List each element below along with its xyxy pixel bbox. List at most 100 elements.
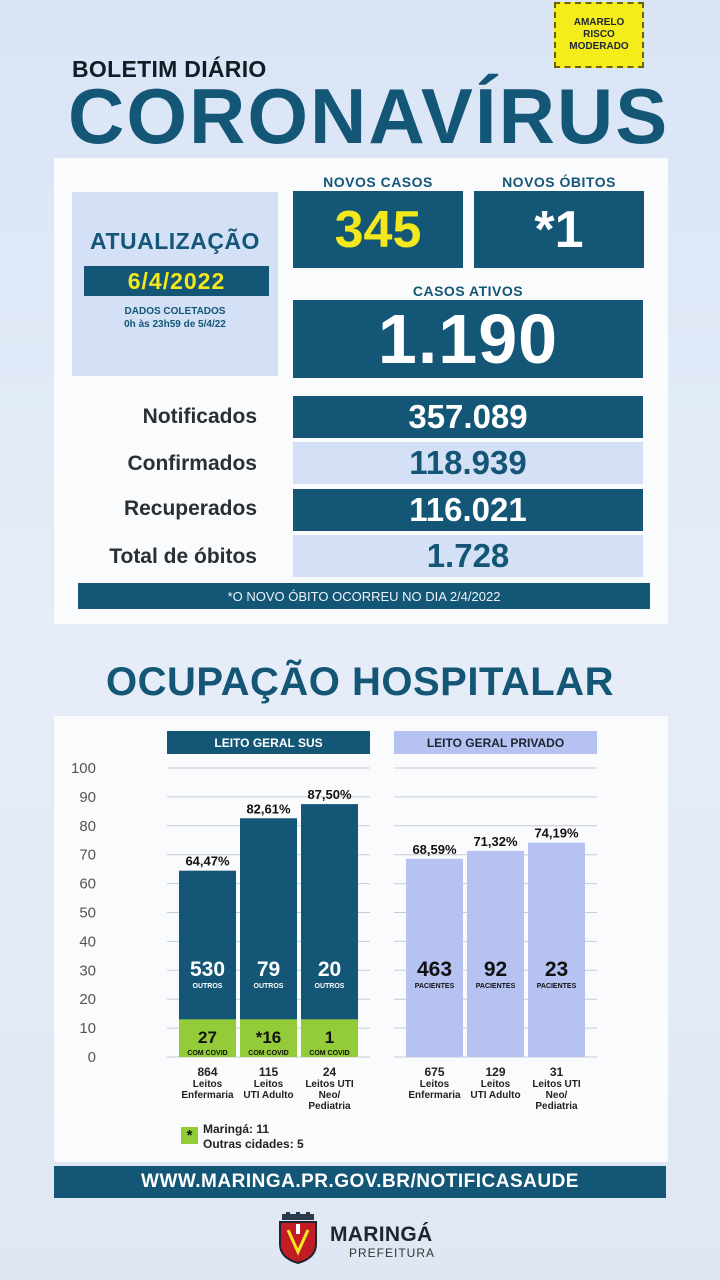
bar-patients-value: 23 (545, 958, 568, 981)
bar-percent-label: 64,47% (185, 854, 230, 869)
update-date: 6/4/2022 (84, 266, 269, 296)
active-cases-label: CASOS ATIVOS (412, 283, 524, 299)
stat-value-recovered: 116.021 (293, 489, 643, 531)
bar-beds-count: 864 (197, 1065, 217, 1079)
bar-covid-caption: COM COVID (248, 1050, 288, 1057)
city-logo-name: MARINGÁ (330, 1223, 433, 1246)
bar-percent-label: 74,19% (534, 826, 579, 841)
risk-level-badge: AMARELO RISCO MODERADO (554, 2, 644, 68)
risk-line-3: MODERADO (569, 41, 629, 52)
bar-percent-label: 71,32% (473, 834, 518, 849)
y-tick-label: 50 (79, 905, 96, 922)
bar-percent-label: 82,61% (246, 801, 291, 816)
bar-category-line1: Leitos UTI (305, 1079, 354, 1090)
bar-category-line1: Leitos (420, 1079, 450, 1090)
bar-others (240, 818, 297, 1020)
stat-label-confirmed: Confirmados (127, 452, 257, 475)
y-tick-label: 90 (79, 789, 96, 806)
bar-category-line2: Neo/ (319, 1090, 341, 1101)
death-footnote: *O NOVO ÓBITO OCORREU NO DIA 2/4/2022 (78, 583, 650, 609)
bar-beds-count: 24 (323, 1065, 337, 1079)
stat-value-total-deaths: 1.728 (293, 535, 643, 577)
bar-beds-count: 675 (424, 1065, 444, 1079)
bar-covid (240, 1019, 297, 1057)
bar-others-value: 79 (257, 958, 280, 981)
notification-url[interactable]: WWW.MARINGA.PR.GOV.BR/NOTIFICASAUDE (54, 1166, 666, 1198)
bar-category-line2: UTI Adulto (470, 1090, 520, 1101)
bar-patients-value: 463 (417, 958, 452, 981)
y-tick-label: 100 (71, 760, 96, 777)
bar-category-line3: Pediatria (308, 1101, 351, 1112)
y-tick-label: 0 (88, 1049, 96, 1066)
collected-line-1: DADOS COLETADOS (124, 306, 226, 317)
y-tick-label: 80 (79, 818, 96, 835)
bar-category-line2: Enfermaria (181, 1090, 234, 1101)
bar-category-line1: Leitos UTI (532, 1079, 581, 1090)
bar-category-line2: Enfermaria (408, 1090, 461, 1101)
bar-covid-caption: COM COVID (187, 1050, 227, 1057)
bar-others-caption: OUTROS (254, 983, 284, 990)
active-cases-value: 1.190 (293, 300, 643, 378)
bar-covid-value: *16 (256, 1028, 282, 1047)
bar-beds-count: 115 (259, 1065, 279, 1079)
bar-others-value: 20 (318, 958, 341, 981)
bar-covid-caption: COM COVID (309, 1050, 349, 1057)
asterisk-legend-icon: * (181, 1127, 198, 1144)
bar-covid (179, 1019, 236, 1057)
bar-covid (301, 1019, 358, 1057)
bar-covid-value: 1 (325, 1028, 334, 1047)
collected-line-2: 0h às 23h59 de 5/4/22 (124, 319, 226, 330)
y-tick-label: 30 (79, 962, 96, 979)
bar-beds-count: 31 (550, 1065, 564, 1079)
bar-private (467, 850, 524, 1057)
new-deaths-label: NOVOS ÓBITOS (502, 174, 616, 190)
bar-patients-value: 92 (484, 958, 507, 981)
bar-patients-caption: PACIENTES (415, 983, 455, 990)
bar-category-line1: Leitos (481, 1079, 511, 1090)
page-title: CORONAVÍRUS (68, 72, 670, 160)
bar-category-line2: Neo/ (546, 1090, 568, 1101)
y-tick-label: 10 (79, 1020, 96, 1037)
bar-private (528, 842, 585, 1057)
covid-origin-legend: Maringá: 11 Outras cidades: 5 (203, 1122, 304, 1152)
bar-category-line1: Leitos (254, 1079, 284, 1090)
y-tick-label: 40 (79, 933, 96, 950)
new-cases-value: 345 (293, 191, 463, 268)
data-collected-note: DADOS COLETADOS 0h às 23h59 de 5/4/22 (72, 305, 278, 331)
bar-patients-caption: PACIENTES (476, 983, 516, 990)
bar-covid-value: 27 (198, 1028, 217, 1047)
stat-value-notified: 357.089 (293, 396, 643, 438)
bar-beds-count: 129 (485, 1065, 505, 1079)
risk-line-1: AMARELO (573, 17, 625, 28)
bulletin-subtitle: BOLETIM DIÁRIO (72, 56, 267, 82)
bar-category-line1: Leitos (193, 1079, 223, 1090)
bar-category-line3: Pediatria (535, 1101, 578, 1112)
stat-label-recovered: Recuperados (123, 497, 257, 520)
y-tick-label: 20 (79, 991, 96, 1008)
stat-label-notified: Notificados (142, 405, 257, 428)
bar-patients-caption: PACIENTES (537, 983, 577, 990)
bar-others (179, 870, 236, 1020)
y-tick-label: 60 (79, 876, 96, 893)
update-label: ATUALIZAÇÃO (90, 228, 260, 254)
city-crest-icon (279, 1212, 317, 1264)
y-tick-label: 70 (79, 847, 96, 864)
legend-line-maringa: Maringá: 11 (203, 1122, 270, 1136)
legend-line-other-cities: Outras cidades: 5 (203, 1137, 304, 1151)
bar-percent-label: 68,59% (412, 842, 457, 857)
bar-others-caption: OUTROS (315, 983, 345, 990)
bar-others-caption: OUTROS (193, 983, 223, 990)
bar-others-value: 530 (190, 958, 225, 981)
sus-header: LEITO GERAL SUS (167, 731, 370, 754)
stat-value-confirmed: 118.939 (293, 442, 643, 484)
risk-line-2: RISCO (583, 29, 615, 40)
private-header: LEITO GERAL PRIVADO (394, 731, 597, 754)
hospital-section-title: OCUPAÇÃO HOSPITALAR (105, 660, 614, 704)
new-deaths-value: *1 (474, 191, 644, 268)
bar-private (406, 858, 463, 1057)
bar-category-line2: UTI Adulto (243, 1090, 293, 1101)
bar-percent-label: 87,50% (307, 787, 352, 802)
stat-label-total-deaths: Total de óbitos (109, 545, 257, 568)
city-logo-subtitle: PREFEITURA (349, 1246, 436, 1260)
